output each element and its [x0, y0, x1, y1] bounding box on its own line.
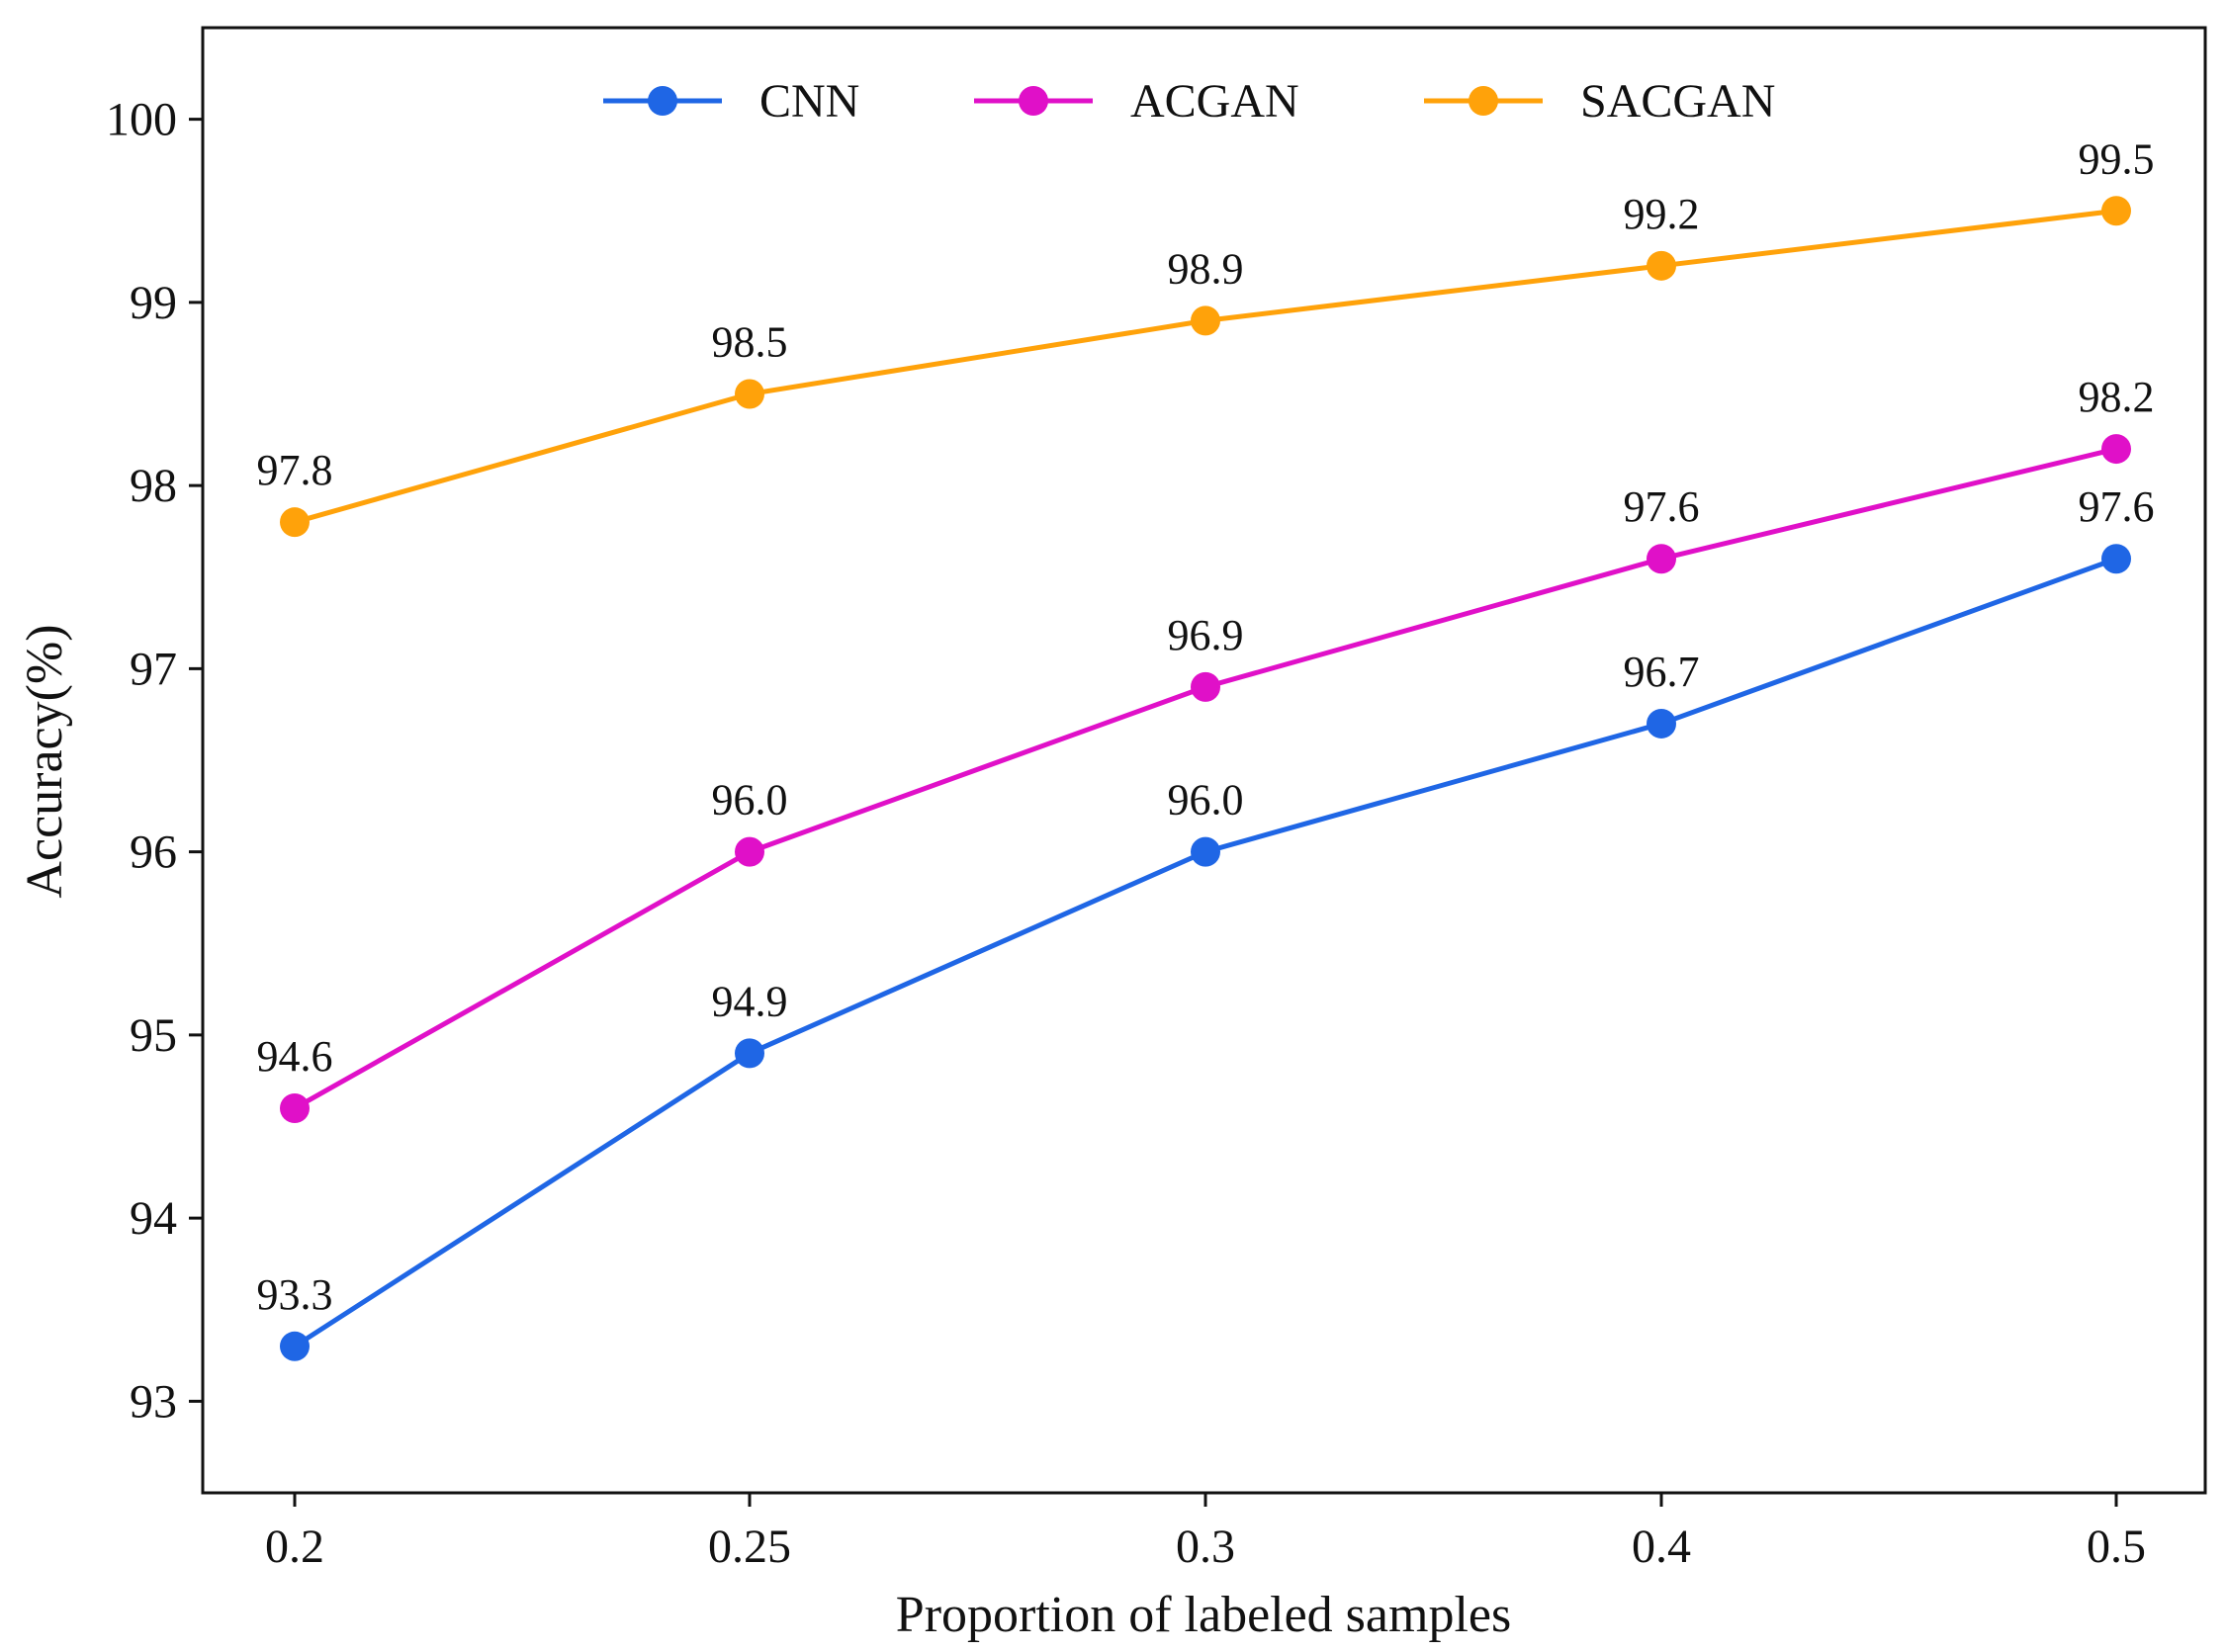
data-label-acgan: 98.2: [2079, 373, 2155, 421]
legend-item-acgan: ACGAN: [974, 75, 1299, 128]
data-point-cnn: [1647, 708, 1676, 739]
legend-marker: [648, 86, 677, 116]
data-label-sacgan: 98.5: [712, 318, 788, 367]
data-label-cnn: 96.0: [1168, 776, 1244, 825]
x-axis-label: Proportion of labeled samples: [896, 1587, 1511, 1643]
legend: CNN ACGAN SACGAN: [603, 75, 1775, 128]
x-tick-label: 0.25: [708, 1521, 791, 1573]
y-tick-label: 100: [106, 94, 177, 146]
y-axis-label: Accuracy(%): [17, 624, 73, 898]
data-label-cnn: 96.7: [1624, 648, 1700, 696]
y-tick-label: 99: [130, 277, 177, 329]
x-axis: 0.2 0.25 0.3 0.4 0.5: [265, 1493, 2146, 1573]
y-tick-label: 98: [130, 460, 177, 512]
legend-item-cnn: CNN: [603, 75, 859, 128]
data-point-sacgan: [1191, 305, 1220, 336]
data-point-sacgan: [735, 379, 764, 409]
y-tick-label: 93: [130, 1375, 177, 1428]
y-tick-label: 94: [130, 1192, 177, 1245]
data-point-cnn: [735, 1038, 764, 1069]
y-tick-label: 95: [130, 1009, 177, 1062]
data-label-acgan: 97.6: [1624, 482, 1700, 531]
data-point-cnn: [280, 1331, 310, 1361]
legend-marker: [1469, 86, 1498, 116]
y-tick-label: 96: [130, 826, 177, 879]
data-point-acgan: [2101, 434, 2131, 465]
series-layer: 93.3 94.9 96.0 96.7 97.6 94.6 96.0 96.9 97.6 98.2…: [257, 134, 2155, 1361]
legend-item-sacgan: SACGAN: [1424, 75, 1775, 128]
data-label-sacgan: 98.9: [1168, 244, 1244, 293]
data-label-sacgan: 97.8: [257, 446, 333, 494]
series-cnn: 93.3 94.9 96.0 96.7 97.6: [257, 482, 2155, 1361]
data-label-cnn: 97.6: [2079, 482, 2155, 531]
data-point-acgan: [280, 1092, 310, 1123]
series-sacgan: 97.8 98.5 98.9 99.2 99.5: [257, 134, 2155, 538]
data-point-sacgan: [1647, 250, 1676, 281]
data-label-cnn: 94.9: [712, 977, 788, 1025]
legend-marker: [1019, 86, 1048, 116]
y-tick-label: 97: [130, 643, 177, 695]
x-tick-label: 0.3: [1176, 1521, 1235, 1573]
data-label-acgan: 94.6: [257, 1032, 333, 1081]
data-label-cnn: 93.3: [257, 1270, 333, 1319]
legend-label: ACGAN: [1130, 75, 1299, 128]
data-point-cnn: [1191, 836, 1220, 867]
data-label-sacgan: 99.5: [2079, 134, 2155, 183]
legend-label: SACGAN: [1580, 75, 1775, 128]
data-label-acgan: 96.0: [712, 776, 788, 825]
data-point-sacgan: [2101, 196, 2131, 226]
data-point-sacgan: [280, 507, 310, 538]
data-point-acgan: [735, 836, 764, 867]
x-tick-label: 0.5: [2087, 1521, 2146, 1573]
x-tick-label: 0.2: [265, 1521, 324, 1573]
data-label-sacgan: 99.2: [1624, 190, 1700, 238]
data-point-acgan: [1191, 671, 1220, 702]
x-tick-label: 0.4: [1632, 1521, 1691, 1573]
data-label-acgan: 96.9: [1168, 611, 1244, 659]
series-acgan: 94.6 96.0 96.9 97.6 98.2: [257, 373, 2155, 1123]
legend-label: CNN: [759, 75, 859, 128]
data-point-cnn: [2101, 544, 2131, 574]
y-axis: 93 94 95 96 97 98 99 100: [106, 94, 203, 1428]
data-point-acgan: [1647, 544, 1676, 574]
